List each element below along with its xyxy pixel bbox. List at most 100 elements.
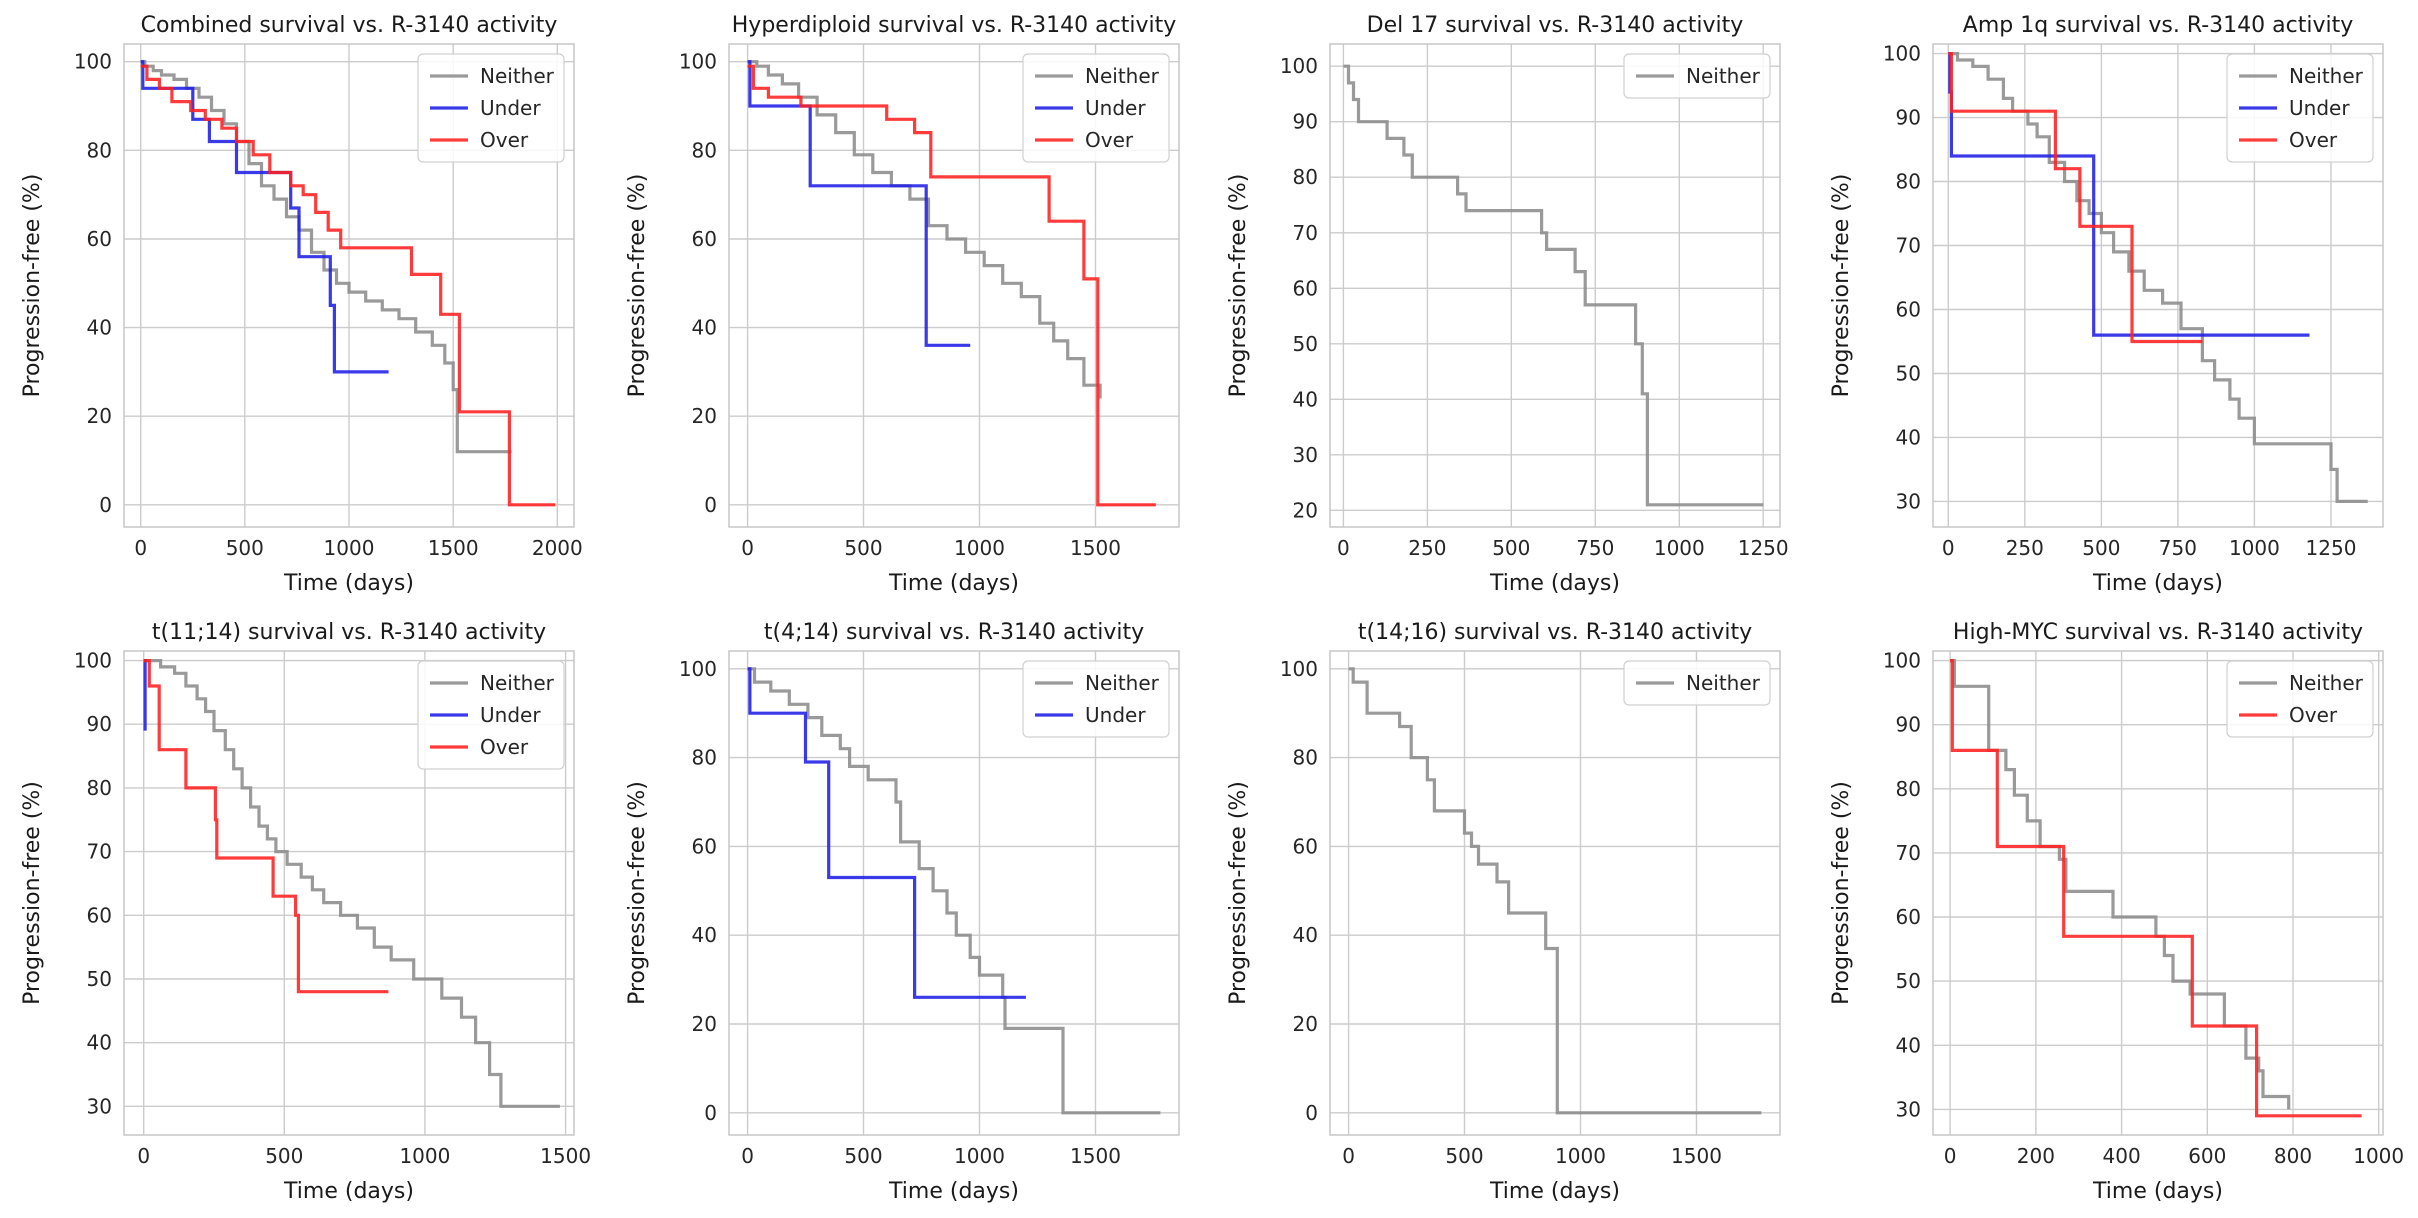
x-tick-label: 1000 [399,1144,450,1168]
x-tick-label: 2000 [532,536,583,560]
y-axis-label: Progression-free (%) [1829,781,1854,1005]
y-tick-label: 70 [1896,841,1921,865]
series-line-neither [1948,52,2368,503]
y-tick-label: 60 [1896,905,1921,929]
y-tick-label: 20 [87,404,112,428]
series-line-over [143,659,389,994]
x-tick-label: 250 [2006,536,2044,560]
chart-panel-5: 0 500 1000 1500 30 40 50 60 70 80 90 100 t(11;14) su… [20,620,591,1204]
y-tick-label: 80 [1293,165,1318,189]
x-tick-label: 250 [1408,536,1446,560]
x-tick-label: 600 [2188,1144,2226,1168]
x-tick-label: 1000 [324,536,375,560]
y-tick-label: 100 [679,657,717,681]
series-line-neither [1950,659,2291,1110]
y-tick-label: 60 [1293,276,1318,300]
y-tick-label: 40 [692,923,717,947]
plot-frame [123,43,575,528]
y-tick-label: 70 [87,840,112,864]
plot-frame [1932,43,2384,528]
x-tick-label: 500 [844,1144,882,1168]
legend: Neither [1623,660,1771,706]
legend: Neither Under [1022,660,1170,738]
y-axis-label: Progression-free (%) [1226,781,1251,1005]
x-tick-label: 0 [741,536,754,560]
x-tick-label: 500 [2082,536,2120,560]
y-tick-label: 100 [1280,657,1318,681]
y-tick-label: 80 [1896,170,1921,194]
legend-label-over: Over [2289,128,2338,152]
x-tick-label: 200 [2017,1144,2055,1168]
x-axis-label: Time (days) [2092,1179,2223,1204]
y-axis-label: Progression-free (%) [1226,174,1251,398]
chart-panel-2: 0 500 1000 1500 0 20 40 60 80 100 Hyperdiploid sur… [625,13,1180,596]
legend: Neither Under Over [2226,53,2374,163]
y-tick-label: 100 [1883,42,1921,66]
x-tick-label: 1500 [1070,1144,1121,1168]
legend-box [1022,53,1170,163]
y-tick-label: 60 [692,834,717,858]
y-tick-label: 100 [74,50,112,74]
legend-label-neither: Neither [1085,671,1160,695]
x-tick-label: 1500 [540,1144,591,1168]
legend-label-over: Over [2289,703,2338,727]
x-tick-label: 0 [1942,536,1955,560]
chart-panel-3: 0 250 500 750 1000 1250 20 30 40 50 60 70 80 90 100 Del… [1226,13,1789,596]
y-tick-label: 0 [1305,1101,1318,1125]
y-tick-label: 0 [99,493,112,517]
y-tick-label: 40 [87,316,112,340]
x-tick-label: 500 [844,536,882,560]
x-tick-label: 400 [2103,1144,2141,1168]
legend-label-neither: Neither [2289,64,2364,88]
y-tick-label: 100 [1280,54,1318,78]
y-tick-label: 30 [1896,1097,1921,1121]
y-tick-label: 40 [87,1031,112,1055]
series-line-neither [747,60,1102,399]
y-tick-label: 80 [1293,746,1318,770]
y-axis-label: Progression-free (%) [1829,174,1854,398]
y-tick-label: 80 [692,746,717,770]
y-tick-label: 70 [1896,234,1921,258]
x-tick-label: 1000 [1555,1144,1606,1168]
y-tick-label: 100 [679,50,717,74]
series-line-under [140,60,389,374]
y-tick-label: 70 [1293,221,1318,245]
x-tick-label: 1000 [954,1144,1005,1168]
x-tick-label: 500 [265,1144,303,1168]
y-tick-label: 90 [1293,110,1318,134]
y-tick-label: 0 [704,1101,717,1125]
x-tick-label: 500 [1492,536,1530,560]
chart-title: t(11;14) survival vs. R-3140 activity [152,620,546,645]
y-tick-label: 0 [704,493,717,517]
series-line-under [747,667,1026,999]
chart-title: t(4;14) survival vs. R-3140 activity [764,620,1144,645]
chart-panel-1: 0 500 1000 1500 2000 0 20 40 60 80 100 Combined sur… [20,13,583,596]
series-line-under [747,60,971,347]
series-line-neither [747,667,1161,1115]
y-tick-label: 20 [692,1012,717,1036]
plot-frame [1329,650,1781,1136]
y-tick-label: 50 [87,967,112,991]
legend: Neither Over [2226,660,2374,738]
y-tick-label: 50 [1293,332,1318,356]
series-line-neither [1343,64,1764,507]
x-tick-label: 0 [741,1144,754,1168]
legend-box [1623,660,1771,706]
x-tick-label: 750 [1576,536,1614,560]
legend-box [2226,660,2374,738]
y-tick-label: 40 [1293,387,1318,411]
x-tick-label: 500 [1445,1144,1483,1168]
x-tick-label: 1250 [2306,536,2357,560]
y-tick-label: 80 [87,776,112,800]
series-line-over [747,64,1156,507]
legend-label-neither: Neither [1686,64,1761,88]
x-tick-label: 0 [1337,536,1350,560]
series-line-over [1950,659,2362,1118]
series-line-over [140,64,556,507]
legend-label-under: Under [480,96,541,120]
chart-title: Amp 1q survival vs. R-3140 activity [1963,13,2353,38]
x-tick-label: 0 [134,536,147,560]
legend: Neither Under Over [417,660,565,770]
y-tick-label: 40 [692,316,717,340]
